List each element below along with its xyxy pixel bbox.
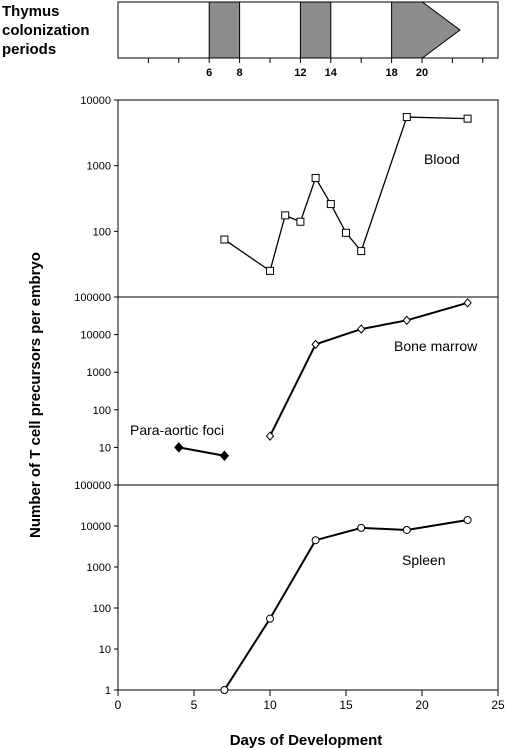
series-label-bone-marrow: Bone marrow bbox=[394, 338, 478, 354]
data-point-diamond bbox=[357, 324, 366, 334]
series-label-para-aortic-foci: Para-aortic foci bbox=[130, 422, 224, 438]
colonization-period-1 bbox=[208, 1, 241, 59]
data-point-circle bbox=[311, 536, 320, 545]
colonization-period-arrow bbox=[391, 1, 461, 59]
colonization-title-line-2: colonization bbox=[2, 22, 90, 39]
data-point-circle bbox=[402, 525, 411, 534]
data-point-square bbox=[342, 228, 350, 237]
data-point-diamond bbox=[463, 298, 472, 308]
y-tick-label: 10 bbox=[99, 442, 111, 454]
y-tick-label: 10000 bbox=[80, 330, 111, 342]
data-point-square bbox=[357, 247, 366, 256]
data-point-square bbox=[296, 217, 305, 226]
x-tick-label: 0 bbox=[115, 698, 122, 712]
data-point-diamond bbox=[311, 339, 320, 350]
data-point-square bbox=[402, 113, 411, 122]
series-line bbox=[178, 446, 225, 457]
data-point-circle bbox=[357, 523, 366, 532]
y-tick-label: 10 bbox=[99, 644, 111, 656]
data-point-square bbox=[266, 266, 274, 275]
data-point-circle bbox=[220, 686, 229, 694]
colonization-tick-label: 18 bbox=[385, 67, 397, 79]
colonization-tick-label: 12 bbox=[294, 67, 306, 79]
y-tick-label: 100000 bbox=[74, 292, 111, 304]
x-tick-label: 20 bbox=[415, 698, 429, 712]
colonization-tick-label: 20 bbox=[416, 67, 428, 79]
panel-blood: 100 1000 10000 bbox=[80, 95, 472, 275]
x-axis: 0 5 10 15 20 25 bbox=[115, 690, 505, 712]
panel-bone-marrow: 10 100 1000 10000 100000 bbox=[74, 292, 472, 461]
colonization-tick-label: 14 bbox=[325, 67, 338, 79]
colonization-panel: 6 8 12 14 18 20 Thymus colonization periods bbox=[2, 1, 499, 79]
y-tick-label: 1000 bbox=[87, 562, 111, 574]
colonization-tick-label: 6 bbox=[206, 67, 212, 79]
y-tick-label: 100 bbox=[93, 405, 111, 417]
data-point-filled-diamond bbox=[219, 450, 230, 461]
data-point-diamond bbox=[402, 315, 411, 326]
x-axis-label: Days of Development bbox=[230, 732, 383, 748]
y-tick-label: 1000 bbox=[87, 367, 111, 379]
data-point-square bbox=[326, 200, 335, 209]
data-point-filled-diamond bbox=[174, 442, 184, 453]
y-tick-label: 1 bbox=[105, 685, 111, 697]
y-tick-label: 1000 bbox=[87, 161, 111, 173]
y-tick-label: 100000 bbox=[74, 480, 111, 492]
colonization-tick-label: 8 bbox=[237, 67, 243, 79]
data-point-square bbox=[281, 211, 290, 220]
data-point-square bbox=[311, 173, 320, 182]
x-tick-label: 15 bbox=[339, 698, 353, 712]
series-label-spleen: Spleen bbox=[402, 552, 446, 568]
y-axis-label: Number of T cell precursors per embryo bbox=[27, 252, 44, 538]
x-tick-label: 5 bbox=[191, 698, 198, 712]
y-tick-label: 10000 bbox=[80, 95, 111, 107]
x-tick-label: 10 bbox=[263, 698, 277, 712]
colonization-title-line-3: periods bbox=[2, 41, 56, 58]
x-tick-label: 25 bbox=[491, 698, 505, 712]
data-point-circle bbox=[463, 516, 472, 525]
series-line bbox=[223, 519, 468, 691]
y-tick-label: 100 bbox=[93, 226, 111, 238]
data-point-square bbox=[220, 235, 229, 244]
data-point-circle bbox=[266, 614, 274, 623]
colonization-title-line-1: Thymus bbox=[2, 3, 60, 20]
series-line bbox=[224, 116, 468, 272]
y-tick-label: 100 bbox=[93, 603, 111, 615]
panel-spleen: 1 10 100 1000 10000 100000 bbox=[74, 480, 472, 697]
data-point-diamond bbox=[265, 431, 275, 441]
colonization-period-2 bbox=[299, 1, 332, 59]
series-label-blood: Blood bbox=[424, 151, 460, 167]
series-line bbox=[269, 301, 468, 437]
data-point-square bbox=[463, 114, 472, 123]
plot-frame bbox=[117, 99, 499, 691]
y-tick-label: 10000 bbox=[80, 521, 111, 533]
